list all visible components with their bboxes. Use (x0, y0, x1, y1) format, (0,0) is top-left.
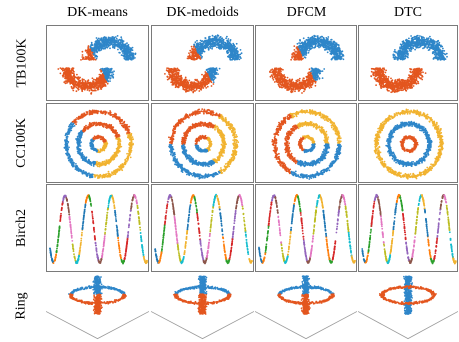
cluster-blue (193, 34, 243, 83)
panel-birch2-dtc (358, 184, 458, 272)
panel-ring-dfcm (255, 272, 357, 340)
cluster-blue (277, 275, 335, 295)
cluster-blue (290, 143, 342, 180)
panel-cc100k-dk-means (46, 103, 149, 183)
cluster-orange (378, 284, 437, 306)
panel-birch2-dk-medoids (151, 184, 254, 272)
scatter-plot (57, 35, 137, 95)
panel-ring-dk-medoids (151, 272, 254, 340)
cluster-orange (370, 67, 427, 94)
row-header-cc100k: CC100K (14, 118, 30, 168)
sine-clusters (49, 193, 148, 265)
panel-cc100k-dk-medoids (151, 103, 254, 183)
scatter-plot (46, 275, 149, 340)
row-header-ring: Ring (13, 292, 29, 320)
cluster-orange (277, 293, 336, 315)
scatter-plot (255, 275, 357, 340)
sine-clusters (154, 193, 253, 265)
scatter-plot (154, 193, 253, 265)
panel-birch2-dk-means (46, 184, 149, 272)
scatter-plot (269, 34, 345, 94)
sine-clusters (361, 193, 457, 265)
cluster-blue (403, 275, 414, 315)
axis-box-lines (358, 311, 458, 340)
row-header-birch2: Birch2 (13, 208, 29, 248)
panel-ring-dtc (358, 272, 458, 340)
panel-tb100k-dk-means (46, 25, 149, 101)
panel-cc100k-dtc (358, 103, 458, 183)
scatter-plot (373, 108, 445, 180)
panel-cc100k-dfcm (255, 103, 357, 183)
scatter-plot (271, 109, 342, 180)
sine-clusters (258, 193, 356, 265)
cluster-blue (168, 143, 221, 180)
cluster-blue (385, 120, 433, 168)
scatter-plot (358, 275, 458, 340)
scatter-plot (63, 109, 134, 180)
panel-birch2-dfcm (255, 184, 357, 272)
cluster-blue (89, 35, 137, 83)
cluster-blue (392, 34, 448, 61)
scatter-plot (164, 34, 243, 94)
column-header-dk-medoids: DK-medoids (166, 5, 239, 20)
cluster-orange (168, 108, 221, 145)
cluster-orange (172, 293, 232, 315)
panel-tb100k-dfcm (255, 25, 357, 101)
axis-box-lines (46, 311, 149, 340)
scatter-plot (370, 34, 448, 94)
cluster-orange (269, 45, 317, 94)
cluster-blue (174, 275, 231, 295)
cluster-yellow (373, 108, 445, 180)
scatter-plot (361, 193, 457, 265)
column-header-dtc: DTC (394, 5, 422, 20)
scatter-plot (49, 193, 148, 265)
cluster-blue (68, 275, 126, 295)
scatter-plot (151, 275, 254, 340)
panel-tb100k-dtc (358, 25, 458, 101)
axis-box-lines (151, 311, 254, 340)
cluster-yellow (289, 109, 342, 145)
column-header-dk-means: DK-means (67, 5, 128, 20)
cluster-blue (63, 121, 98, 179)
axis-box-lines (255, 311, 357, 340)
cluster-orange (164, 45, 215, 94)
scatter-plot (258, 193, 356, 265)
cluster-orange (399, 135, 419, 154)
cluster-orange (57, 45, 109, 95)
cluster-blue (296, 34, 345, 81)
cluster-orange (271, 113, 305, 175)
column-header-dfcm: DFCM (286, 5, 327, 20)
panel-ring-dk-means (46, 272, 149, 340)
panel-tb100k-dk-medoids (151, 25, 254, 101)
cluster-yellow (92, 131, 134, 180)
cluster-yellow (205, 114, 240, 175)
cluster-orange (68, 293, 127, 315)
cluster-orange (71, 109, 131, 143)
row-header-tb100k: TB100K (14, 38, 29, 88)
scatter-plot (168, 108, 240, 180)
